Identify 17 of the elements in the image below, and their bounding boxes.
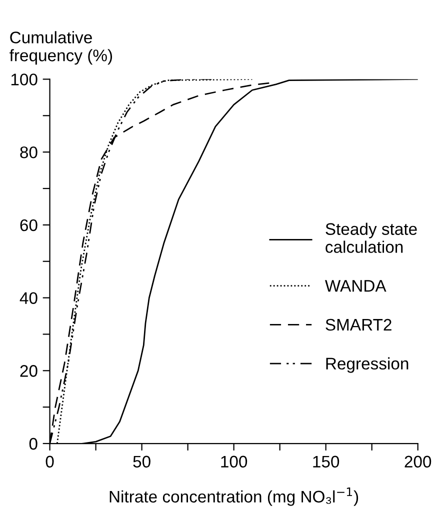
x-tick-label: 50 bbox=[133, 456, 150, 468]
y-axis-title: Cumulative frequency (%) bbox=[10, 31, 112, 65]
y-tick-label: 100 bbox=[11, 74, 38, 86]
legend-label: Steady state calculation bbox=[326, 222, 417, 253]
y-tick-label: 0 bbox=[29, 438, 38, 450]
x-tick-label: 100 bbox=[221, 456, 248, 468]
x-tick-label: 0 bbox=[46, 456, 54, 468]
legend-label: WANDA bbox=[324, 280, 386, 292]
x-axis-title: Nitrate concentration (mg NO₃l$^{−1}$) bbox=[110, 488, 358, 506]
x-tick-label: 150 bbox=[313, 456, 340, 468]
legend-label: SMART2 bbox=[326, 318, 392, 331]
y-tick-label: 80 bbox=[20, 146, 38, 158]
y-tick-label: 20 bbox=[20, 365, 38, 377]
x-tick-label: 200 bbox=[404, 456, 432, 468]
y-tick-label: 40 bbox=[20, 292, 38, 304]
y-tick-label: 60 bbox=[20, 219, 38, 232]
legend-label: Regression bbox=[326, 357, 408, 373]
